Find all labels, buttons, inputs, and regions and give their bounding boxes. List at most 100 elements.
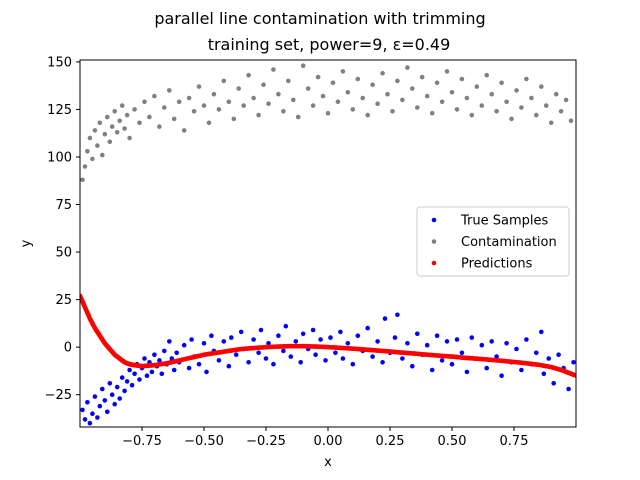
data-point <box>310 327 316 333</box>
data-point <box>97 120 103 126</box>
data-point <box>323 358 328 363</box>
data-point <box>221 339 227 344</box>
data-point <box>553 91 559 97</box>
data-point <box>489 91 495 97</box>
data-point <box>171 367 177 373</box>
data-point <box>489 339 495 344</box>
data-point <box>229 335 234 340</box>
data-point <box>514 346 519 352</box>
y-axis-label: y <box>19 239 34 247</box>
data-point <box>85 149 90 154</box>
data-point <box>82 417 88 422</box>
data-point <box>395 312 400 318</box>
series-contamination <box>80 63 574 183</box>
data-point <box>444 69 450 74</box>
data-point <box>171 116 177 122</box>
data-point <box>541 371 547 377</box>
data-point <box>444 339 450 344</box>
data-point <box>390 109 395 114</box>
data-point <box>499 373 504 379</box>
data-point <box>256 112 261 118</box>
data-point <box>92 394 98 399</box>
data-point <box>271 361 276 367</box>
data-point <box>95 143 100 148</box>
data-point <box>494 354 499 359</box>
data-point <box>100 152 105 158</box>
data-point <box>152 93 157 99</box>
data-point <box>355 76 361 82</box>
data-point <box>350 361 356 367</box>
data-point <box>335 99 341 105</box>
data-point <box>415 331 420 337</box>
y-tick-label: −25 <box>45 388 72 403</box>
data-point <box>114 130 120 135</box>
y-tick-label: 125 <box>47 103 72 118</box>
data-point <box>92 128 98 133</box>
data-point <box>504 99 509 105</box>
data-point <box>534 112 539 118</box>
data-point <box>479 103 485 108</box>
data-point <box>338 329 343 335</box>
legend-entry: Predictions <box>461 257 533 272</box>
data-point <box>298 360 304 365</box>
data-point <box>152 352 157 358</box>
data-point <box>119 103 125 108</box>
data-point <box>295 114 301 120</box>
data-point <box>159 371 165 377</box>
data-point <box>127 367 132 373</box>
data-point <box>100 386 105 392</box>
data-point <box>539 84 544 89</box>
data-point <box>261 82 266 87</box>
x-tick-label: −0.50 <box>184 434 224 449</box>
legend-marker <box>431 217 437 223</box>
data-point <box>233 352 239 358</box>
data-point <box>97 403 103 409</box>
data-point <box>147 114 152 120</box>
data-point <box>534 350 539 356</box>
data-point <box>209 333 214 339</box>
data-point <box>405 341 410 346</box>
data-point <box>87 135 93 141</box>
data-point <box>137 120 142 126</box>
data-point <box>514 88 519 93</box>
data-point <box>102 131 108 137</box>
data-point <box>137 377 142 382</box>
data-point <box>105 409 110 415</box>
data-point <box>246 72 251 78</box>
data-point <box>186 95 192 101</box>
data-point <box>370 354 375 359</box>
data-point <box>206 120 212 126</box>
x-tick-label: 0.25 <box>376 434 405 449</box>
data-point <box>102 398 108 403</box>
data-point <box>519 367 524 373</box>
data-point <box>400 356 405 361</box>
data-point <box>149 369 155 375</box>
data-point <box>551 381 556 386</box>
data-point <box>221 78 227 84</box>
data-point <box>464 95 470 101</box>
data-point <box>107 139 113 145</box>
data-point <box>345 341 351 346</box>
data-point <box>109 124 115 129</box>
data-point <box>504 341 509 346</box>
prediction-point <box>573 373 576 378</box>
data-point <box>87 420 93 426</box>
data-point <box>382 316 388 321</box>
data-point <box>464 369 470 375</box>
x-axis-label: x <box>324 455 332 470</box>
data-point <box>529 95 534 101</box>
data-point <box>556 352 561 358</box>
data-point <box>524 76 529 82</box>
data-point <box>85 400 90 405</box>
data-point <box>167 88 172 93</box>
data-point <box>539 329 544 335</box>
legend: True Samples Contamination Predictions <box>416 206 570 277</box>
data-point <box>241 103 246 108</box>
data-point <box>236 86 241 91</box>
data-point <box>410 363 415 369</box>
series-predictions <box>80 293 576 378</box>
data-point <box>419 74 425 80</box>
data-point <box>82 164 88 169</box>
data-point <box>546 356 551 361</box>
data-point <box>484 72 490 78</box>
